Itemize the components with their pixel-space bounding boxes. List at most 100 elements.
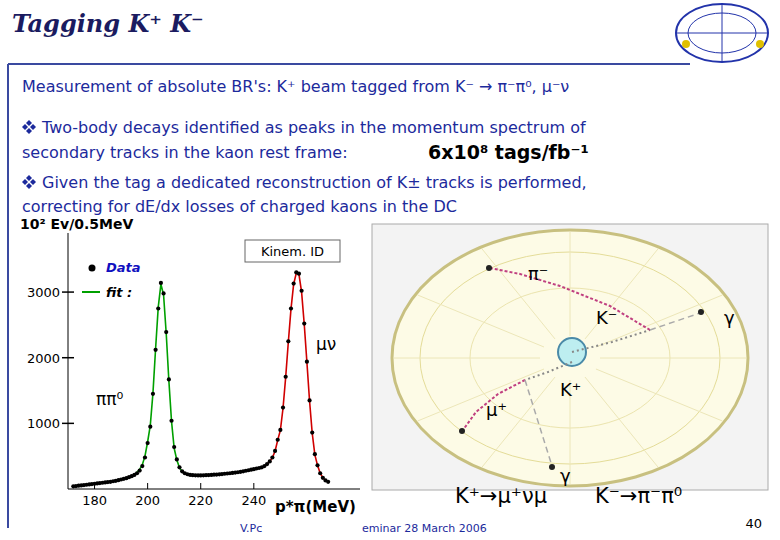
data-point	[289, 306, 293, 310]
hit-cluster	[698, 309, 704, 315]
frame-line	[7, 64, 9, 528]
legend-marker	[82, 291, 100, 293]
bullet-text: Given the tag a dedicated reconstruction…	[42, 173, 587, 192]
x-axis-label: p*π(MeV)	[275, 498, 356, 516]
data-point	[167, 377, 171, 381]
chamber-sector	[418, 369, 544, 421]
legend: Data fit :	[82, 260, 141, 300]
plot-marks	[71, 270, 330, 488]
data-point	[292, 281, 296, 285]
x-tick-label: 180	[82, 493, 107, 508]
annotation: ππ⁰	[96, 389, 123, 409]
bullet-diamond	[30, 124, 36, 130]
data-point	[313, 452, 317, 456]
data-point	[276, 438, 280, 442]
chamber-sector	[585, 377, 658, 467]
data-point	[172, 445, 176, 449]
data-point	[318, 471, 322, 475]
particle-label: μ⁺	[486, 399, 507, 420]
logo-dot	[682, 40, 690, 48]
bullet-icon	[22, 120, 36, 134]
y-axis	[68, 233, 69, 489]
data-point	[297, 272, 301, 276]
data-point	[138, 469, 142, 473]
particle-label: γ	[724, 307, 735, 328]
chart: 10² Ev/0.5MeV100020003000180200220240p*π…	[20, 216, 360, 516]
track-kaon	[525, 362, 572, 380]
y-tick	[62, 291, 74, 293]
bullet-diamond	[22, 124, 28, 130]
chamber-sector	[596, 295, 722, 347]
particle-label: K⁺	[560, 379, 581, 400]
data-point	[315, 463, 319, 467]
frame-line	[8, 63, 690, 65]
y-tick	[62, 357, 74, 359]
x-axis	[68, 489, 360, 490]
bullet-diamond	[26, 120, 32, 126]
data-point	[177, 465, 181, 469]
annotation: Kinem. ID	[261, 244, 324, 259]
y-tick-label: 2000	[27, 351, 60, 366]
track-kaon	[572, 330, 650, 352]
data-point	[140, 464, 144, 468]
data-point	[143, 455, 147, 459]
data-point	[284, 375, 288, 379]
data-point	[286, 339, 290, 343]
data-point	[273, 449, 277, 453]
legend-label: Data	[106, 260, 141, 275]
data-point	[302, 321, 306, 325]
bullet-diamond	[26, 183, 32, 189]
page-number: 40	[745, 516, 762, 531]
bullet-text: Two-body decays identified as peaks in t…	[41, 118, 586, 137]
hit-cluster	[486, 265, 492, 271]
slide: Tagging K⁺ K⁻Measurement of absolute BR'…	[0, 0, 780, 540]
chamber-sector	[585, 249, 658, 339]
fit-line	[254, 273, 328, 482]
caption: K⁻→π⁻π⁰	[595, 484, 682, 508]
particle-label: K⁻	[596, 307, 617, 328]
data-point	[326, 480, 330, 484]
footer: eminar 28 March 2006	[362, 522, 487, 535]
hit-cluster	[549, 464, 555, 470]
data-point	[169, 419, 173, 423]
drift-chamber	[392, 230, 748, 486]
track-photon	[525, 380, 552, 466]
data-point	[161, 291, 165, 295]
chamber-sector	[418, 295, 544, 347]
data-point	[151, 392, 155, 396]
track-muon	[463, 380, 525, 430]
logo-ring	[676, 4, 768, 62]
chamber-sector	[570, 232, 571, 336]
annotation: μν	[316, 334, 336, 354]
x-tick-label: 200	[135, 493, 160, 508]
y-tick-label: 3000	[27, 285, 60, 300]
highlight: 6x10⁸ tags/fb⁻¹	[428, 141, 589, 163]
y-tick	[62, 423, 74, 425]
logo	[676, 4, 768, 62]
data-point	[278, 428, 282, 432]
y-tick-label: 1000	[27, 416, 60, 431]
bullet-diamond	[30, 179, 36, 185]
track-photon	[650, 313, 700, 330]
data-point	[307, 398, 311, 402]
annotation-box	[245, 240, 340, 262]
bullet-diamond	[22, 179, 28, 185]
footer: V.Pc	[240, 522, 262, 535]
data-point	[300, 289, 304, 293]
logo-dot	[756, 40, 764, 48]
data-point	[310, 430, 314, 434]
bullet-diamond	[26, 128, 32, 134]
data-point	[156, 306, 160, 310]
logo-line	[676, 33, 768, 34]
data-point	[154, 348, 158, 352]
legend-label: fit :	[106, 285, 132, 300]
caption: K⁺→μ⁺νμ	[455, 484, 547, 508]
chamber-sector	[394, 358, 540, 359]
y-axis-label: 10² Ev/0.5MeV	[20, 216, 134, 232]
chamber-sector	[596, 369, 722, 421]
track-pion	[490, 268, 650, 330]
chamber-sector	[482, 249, 555, 339]
event-display: π⁻K⁻γK⁺μ⁺γ	[372, 224, 768, 490]
data-point	[146, 441, 150, 445]
chamber-sector	[600, 358, 746, 359]
